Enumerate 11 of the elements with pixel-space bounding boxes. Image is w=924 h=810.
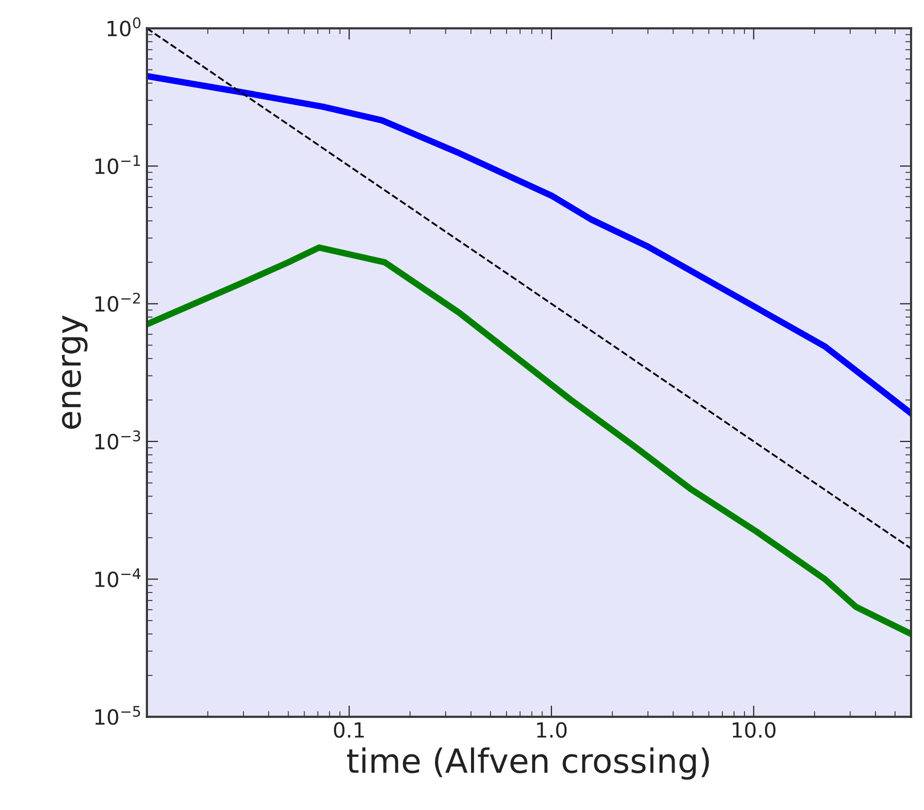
y-tick-label: 10$^{−3}$ (95, 430, 140, 450)
y-tick-label: 10$^{−1}$ (95, 155, 140, 174)
x-tick-label: 0.1 (334, 722, 364, 738)
y-tick-label: 10$^{0}$ (108, 17, 140, 36)
y-tick-label: 10$^{−2}$ (95, 292, 140, 312)
x-axis-title: time (Alfven crossing) (347, 747, 709, 780)
y-tick-label: 10$^{−4}$ (95, 568, 140, 588)
x-tick-label: 10.0 (732, 722, 776, 738)
y-axis-title: energy (62, 316, 88, 429)
x-tick-label: 1.0 (537, 722, 567, 738)
y-tick-label: 10$^{−5}$ (95, 706, 140, 725)
